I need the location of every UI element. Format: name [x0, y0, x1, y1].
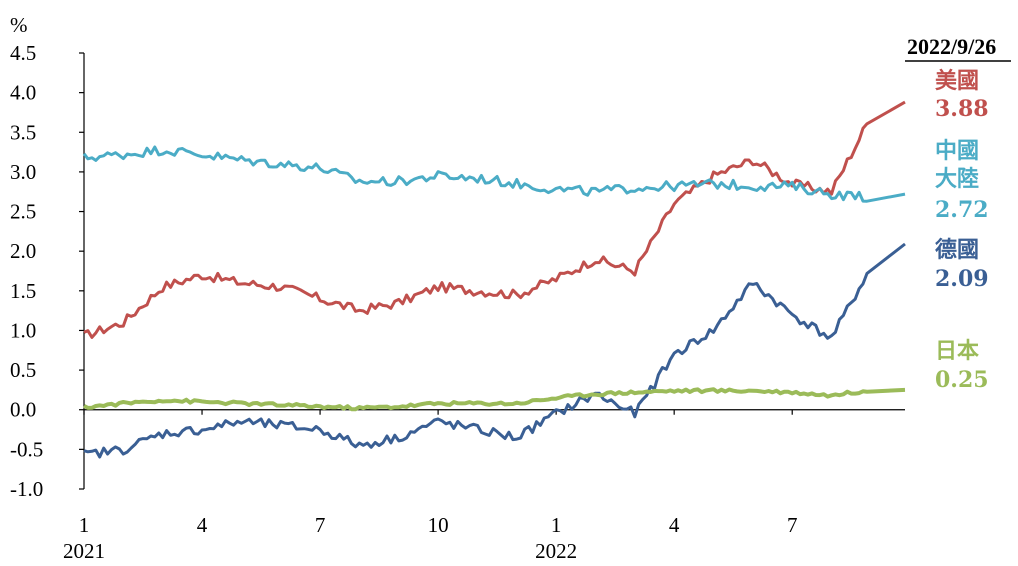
- x-tick-label: 10: [428, 513, 449, 537]
- legend-label-china: 中國: [935, 138, 979, 164]
- legend-value-japan: 0.25: [935, 367, 989, 393]
- y-axis: 4.5 4.0 3.5 3.0 2.5 2.0 1.5 1.0 0.5 0.0 -0.5 -1.0: [10, 41, 85, 501]
- y-tick-label: 2.5: [10, 200, 36, 224]
- series-line-china: [82, 145, 906, 203]
- x-tick-label: 1: [79, 513, 90, 537]
- y-tick-label: 4.5: [10, 41, 36, 65]
- x-tick-label: 4: [197, 513, 208, 537]
- legend-label-us: 美國: [935, 68, 979, 94]
- legend-value-us: 3.88: [935, 96, 989, 122]
- series-labels: 2022/9/26 美國 3.88 中國 大陸 2.72 德國 2.09 日本 …: [905, 34, 1011, 393]
- x-year-label: 2021: [63, 539, 105, 563]
- series-lines: [82, 100, 906, 459]
- series-line-japan: [83, 387, 906, 412]
- series-line-germany: [83, 242, 906, 459]
- y-tick-label: 0.5: [10, 358, 36, 382]
- legend-label-china-2: 大陸: [935, 166, 979, 192]
- y-tick-label: 1.0: [10, 318, 36, 342]
- date-label: 2022/9/26: [907, 34, 996, 59]
- y-tick-label: 3.5: [10, 120, 36, 144]
- x-axis: 1 4 7 10 1 4 7 2021 2022: [63, 409, 905, 563]
- legend-label-germany: 德國: [935, 237, 979, 263]
- y-tick-label: 4.0: [10, 81, 36, 105]
- y-tick-label: 3.0: [10, 160, 36, 184]
- y-tick-label: 0.0: [10, 398, 36, 422]
- legend-value-germany: 2.09: [935, 266, 989, 292]
- y-tick-label: -1.0: [10, 477, 43, 501]
- x-tick-label: 1: [551, 513, 562, 537]
- y-tick-label: -0.5: [10, 437, 43, 461]
- x-year-label: 2022: [535, 539, 577, 563]
- x-tick-label: 4: [669, 513, 680, 537]
- x-tick-label: 7: [315, 513, 326, 537]
- legend-label-japan: 日本: [935, 338, 979, 364]
- x-tick-label: 7: [787, 513, 798, 537]
- y-axis-unit-label: %: [10, 13, 28, 37]
- y-tick-label: 2.0: [10, 239, 36, 263]
- series-line-us: [83, 100, 906, 339]
- y-tick-label: 1.5: [10, 279, 36, 303]
- legend-value-china: 2.72: [935, 197, 989, 223]
